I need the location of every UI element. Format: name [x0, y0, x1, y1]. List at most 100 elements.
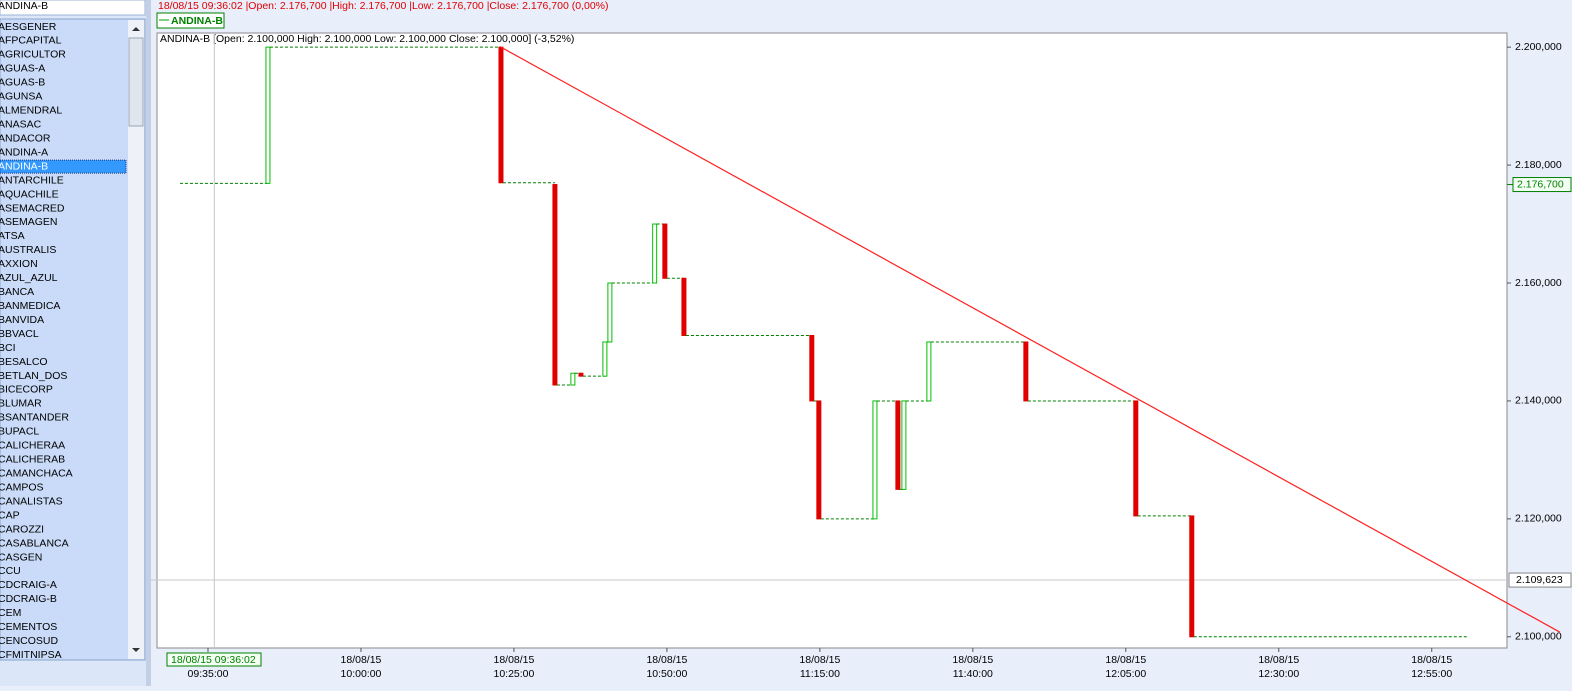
symbol-item[interactable]: ATSA	[0, 230, 25, 242]
symbol-item[interactable]: ANDINA-A	[0, 146, 48, 158]
symbol-item[interactable]: CASGEN	[0, 551, 42, 563]
symbol-item[interactable]: CDCRAIG-A	[0, 579, 57, 591]
legend-box[interactable]	[156, 12, 225, 29]
symbol-item[interactable]: BSANTANDER	[0, 412, 69, 424]
trendline	[500, 46, 1561, 633]
x-tick-date: 18/08/15	[493, 654, 534, 666]
symbol-item[interactable]: BESALCO	[0, 356, 48, 368]
symbol-item[interactable]: AESGENER	[0, 21, 57, 33]
x-tick-date: 18/08/15	[952, 654, 993, 666]
symbol-item[interactable]: AGUAS-A	[0, 63, 45, 75]
x-tick-date: 18/08/15	[341, 654, 382, 666]
down-bar	[578, 372, 584, 377]
x-tick-time: 11:15:00	[800, 668, 840, 680]
symbol-item[interactable]: CENCOSUD	[0, 635, 59, 647]
x-tick-time: 09:35:00	[188, 668, 229, 680]
plot-area	[156, 32, 1508, 649]
info-line: ANDINA-B [Open: 2.100,000 High: 2.100,00…	[160, 33, 574, 45]
symbol-item[interactable]: ANDINA-B	[0, 160, 48, 172]
symbol-item[interactable]: CALICHERAA	[0, 440, 65, 452]
up-bar	[652, 223, 658, 284]
symbol-item[interactable]: CCU	[0, 565, 21, 577]
symbol-item[interactable]: CEMENTOS	[0, 621, 57, 633]
x-tick-time: 11:40:00	[953, 668, 993, 680]
symbol-item[interactable]: CAROZZI	[0, 523, 44, 535]
symbol-item[interactable]: ANASAC	[0, 119, 42, 131]
selected-row[interactable]	[0, 159, 127, 174]
down-bar	[1133, 400, 1139, 517]
symbol-item[interactable]: BUPACL	[0, 426, 39, 438]
last-price-box	[1512, 177, 1572, 193]
x-tick-date: 18/08/15	[1258, 654, 1299, 666]
symbol-item[interactable]: BLUMAR	[0, 398, 42, 410]
crosshair-time-label: 18/08/15 09:36:02	[171, 654, 256, 666]
symbol-item[interactable]: AQUACHILE	[0, 188, 59, 200]
symbol-item[interactable]: BICECORP	[0, 384, 53, 396]
symbol-item[interactable]: ANDACOR	[0, 132, 51, 144]
up-bar	[872, 400, 878, 520]
symbol-item[interactable]: BCI	[0, 342, 16, 354]
up-bar	[926, 341, 932, 402]
y-tick-label: 2.200,000	[1515, 41, 1562, 53]
up-bar	[265, 46, 271, 184]
up-bar	[570, 372, 576, 386]
symbol-item[interactable]: CALICHERAB	[0, 454, 65, 466]
up-bar	[602, 341, 608, 377]
x-tick-time: 12:55:00	[1411, 668, 1452, 680]
x-tick-time: 10:50:00	[646, 668, 687, 680]
x-tick-date: 18/08/15	[1105, 654, 1146, 666]
symbol-item[interactable]: CDCRAIG-B	[0, 593, 57, 605]
x-tick-date: 18/08/15	[1411, 654, 1452, 666]
symbol-item[interactable]: ALMENDRAL	[0, 105, 62, 117]
symbol-field[interactable]	[0, 0, 146, 16]
crosshair-value-label: 2.109,623	[1516, 574, 1563, 586]
symbol-item[interactable]: AXXION	[0, 258, 38, 270]
down-bar	[1189, 515, 1195, 638]
x-tick-date: 18/08/15	[799, 654, 840, 666]
symbol-item[interactable]: ASEMAGEN	[0, 216, 58, 228]
symbol-item[interactable]: BANMEDICA	[0, 300, 60, 312]
x-tick-time: 10:25:00	[493, 668, 534, 680]
scroll-thumb[interactable]	[128, 37, 144, 127]
symbol-item[interactable]: AFPCAPITAL	[0, 35, 62, 47]
symbol-item[interactable]: AGUAS-B	[0, 77, 45, 89]
symbol-item[interactable]: CEM	[0, 607, 21, 619]
y-tick-label: 2.100,000	[1515, 631, 1562, 643]
symbol-list[interactable]	[0, 18, 146, 661]
crosshair-value-box	[1508, 572, 1572, 588]
symbol-item[interactable]: CANALISTAS	[0, 495, 63, 507]
symbol-item[interactable]: ASEMACRED	[0, 202, 65, 214]
symbol-item[interactable]: BANCA	[0, 286, 34, 298]
legend-label: ANDINA-B	[171, 15, 223, 27]
scrollbar[interactable]	[128, 20, 144, 659]
x-tick-time: 10:00:00	[341, 668, 382, 680]
splitter[interactable]	[146, 0, 151, 686]
symbol-item[interactable]: CASABLANCA	[0, 537, 69, 549]
symbol-item[interactable]: CAMANCHACA	[0, 468, 73, 480]
symbol-item[interactable]: AGUNSA	[0, 91, 42, 103]
y-tick-label: 2.160,000	[1515, 277, 1562, 289]
down-bar	[809, 334, 815, 402]
symbol-item[interactable]: AUSTRALIS	[0, 244, 56, 256]
y-tick-label: 2.140,000	[1515, 395, 1562, 407]
symbol-item[interactable]: ANTARCHILE	[0, 174, 64, 186]
y-tick-label: 2.180,000	[1515, 159, 1562, 171]
up-bar	[607, 282, 613, 343]
last-price-label: 2.176,700	[1517, 178, 1564, 190]
symbol-item[interactable]: BBVACL	[0, 328, 39, 340]
up-bar	[901, 400, 907, 490]
x-tick-time: 12:05:00	[1105, 668, 1146, 680]
symbol-item[interactable]: CAMPOS	[0, 481, 44, 493]
symbol-item[interactable]: CFMITNIPSA	[0, 649, 62, 661]
symbol-item[interactable]: BANVIDA	[0, 314, 44, 326]
status-line: 18/08/15 09:36:02 |Open: 2.176,700 |High…	[158, 0, 609, 12]
symbol-item[interactable]: AZUL_AZUL	[0, 272, 58, 284]
down-bar	[895, 400, 901, 490]
symbol-item[interactable]: CAP	[0, 509, 20, 521]
x-tick-time: 12:30:00	[1258, 668, 1299, 680]
down-bar	[662, 223, 668, 279]
symbol-item[interactable]: AGRICULTOR	[0, 49, 66, 61]
symbol-item[interactable]: BETLAN_DOS	[0, 370, 67, 382]
